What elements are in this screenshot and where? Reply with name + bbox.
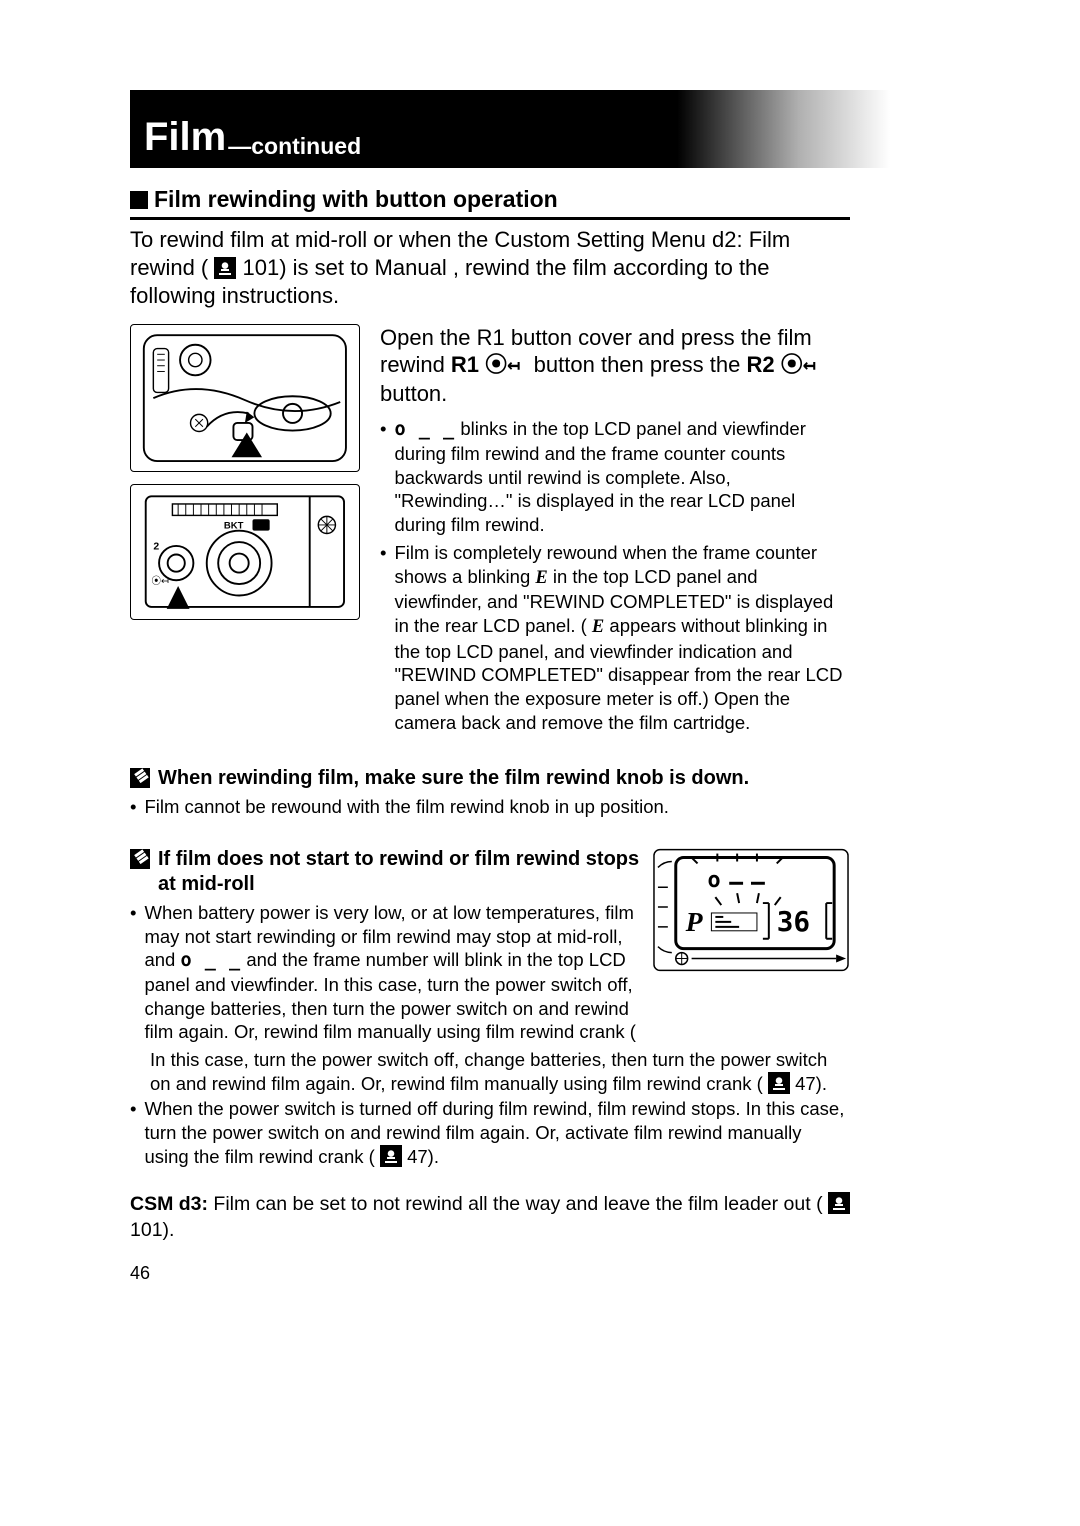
note-2: If film does not start to rewind or film… — [130, 847, 850, 1168]
csm-ref: 101). — [130, 1219, 174, 1241]
svg-text:⦿↤: ⦿↤ — [152, 576, 170, 587]
list-item: When battery power is very low, or at lo… — [130, 901, 640, 1044]
page-header: Film —continued — [130, 90, 890, 168]
header-suffix: —continued — [228, 133, 361, 160]
note2-heading: If film does not start to rewind or film… — [158, 847, 640, 897]
csm-label: CSM d3: — [130, 1193, 208, 1215]
lead-r2: R2 — [747, 352, 775, 377]
csm-paragraph: CSM d3: Film can be set to not rewind al… — [130, 1192, 850, 1243]
symbol-e: E — [535, 568, 547, 588]
page-number: 46 — [130, 1263, 950, 1284]
svg-text:36: 36 — [777, 905, 810, 938]
note2-bullet0-cont: In this case, turn the power switch off,… — [130, 1048, 850, 1095]
symbol-o: o _ _ — [394, 419, 455, 440]
list-item: Film cannot be rewound with the film rew… — [130, 795, 850, 819]
symbol-e: E — [592, 617, 604, 637]
illustration-camera-back: BKT 2 ⦿↤ — [130, 484, 360, 620]
symbol-o: o _ _ — [181, 950, 242, 971]
svg-text:o: o — [707, 868, 720, 893]
lead-r1: R1 — [451, 352, 479, 377]
rewind-icon: ⦿↤ — [485, 353, 534, 378]
svg-text:2: 2 — [153, 542, 159, 553]
book-icon — [380, 1145, 402, 1167]
header-title: Film — [144, 115, 226, 160]
section-rule — [130, 217, 850, 220]
list-item: Film is completely rewound when the fram… — [380, 541, 850, 734]
book-icon — [214, 257, 236, 279]
bullet-text: blinks in the top LCD panel and viewfind… — [394, 418, 805, 535]
pencil-icon — [130, 768, 150, 788]
book-icon — [768, 1072, 790, 1094]
intro-paragraph: To rewind film at mid-roll or when the C… — [130, 226, 850, 310]
main-bullets: o _ _ blinks in the top LCD panel and vi… — [380, 417, 850, 734]
list-item: When the power switch is turned off duri… — [130, 1097, 850, 1168]
rewind-icon: ⦿↤ — [781, 353, 816, 378]
list-item: o _ _ blinks in the top LCD panel and vi… — [380, 417, 850, 536]
bullet-text: When the power switch is turned off duri… — [144, 1098, 844, 1166]
lead-c: button. — [380, 381, 447, 406]
svg-text:P: P — [685, 906, 704, 937]
bullet-ref: 47). — [407, 1146, 439, 1167]
section-heading-text: Film rewinding with button operation — [154, 186, 558, 213]
csm-text: Film can be set to not rewind all the wa… — [213, 1193, 828, 1215]
illustration-lcd: o P 36 — [652, 847, 850, 973]
note1-bullet: Film cannot be rewound with the film rew… — [144, 795, 668, 819]
square-bullet-icon — [130, 191, 148, 209]
lead-b: button then press the — [534, 352, 747, 377]
pencil-icon — [130, 849, 150, 869]
book-icon — [828, 1192, 850, 1214]
lead-paragraph: Open the R1 button cover and press the f… — [380, 324, 850, 408]
illustration-camera-top — [130, 324, 360, 472]
note-1: When rewinding film, make sure the film … — [130, 766, 850, 819]
note1-heading: When rewinding film, make sure the film … — [158, 766, 749, 791]
section-heading: Film rewinding with button operation — [130, 186, 950, 213]
